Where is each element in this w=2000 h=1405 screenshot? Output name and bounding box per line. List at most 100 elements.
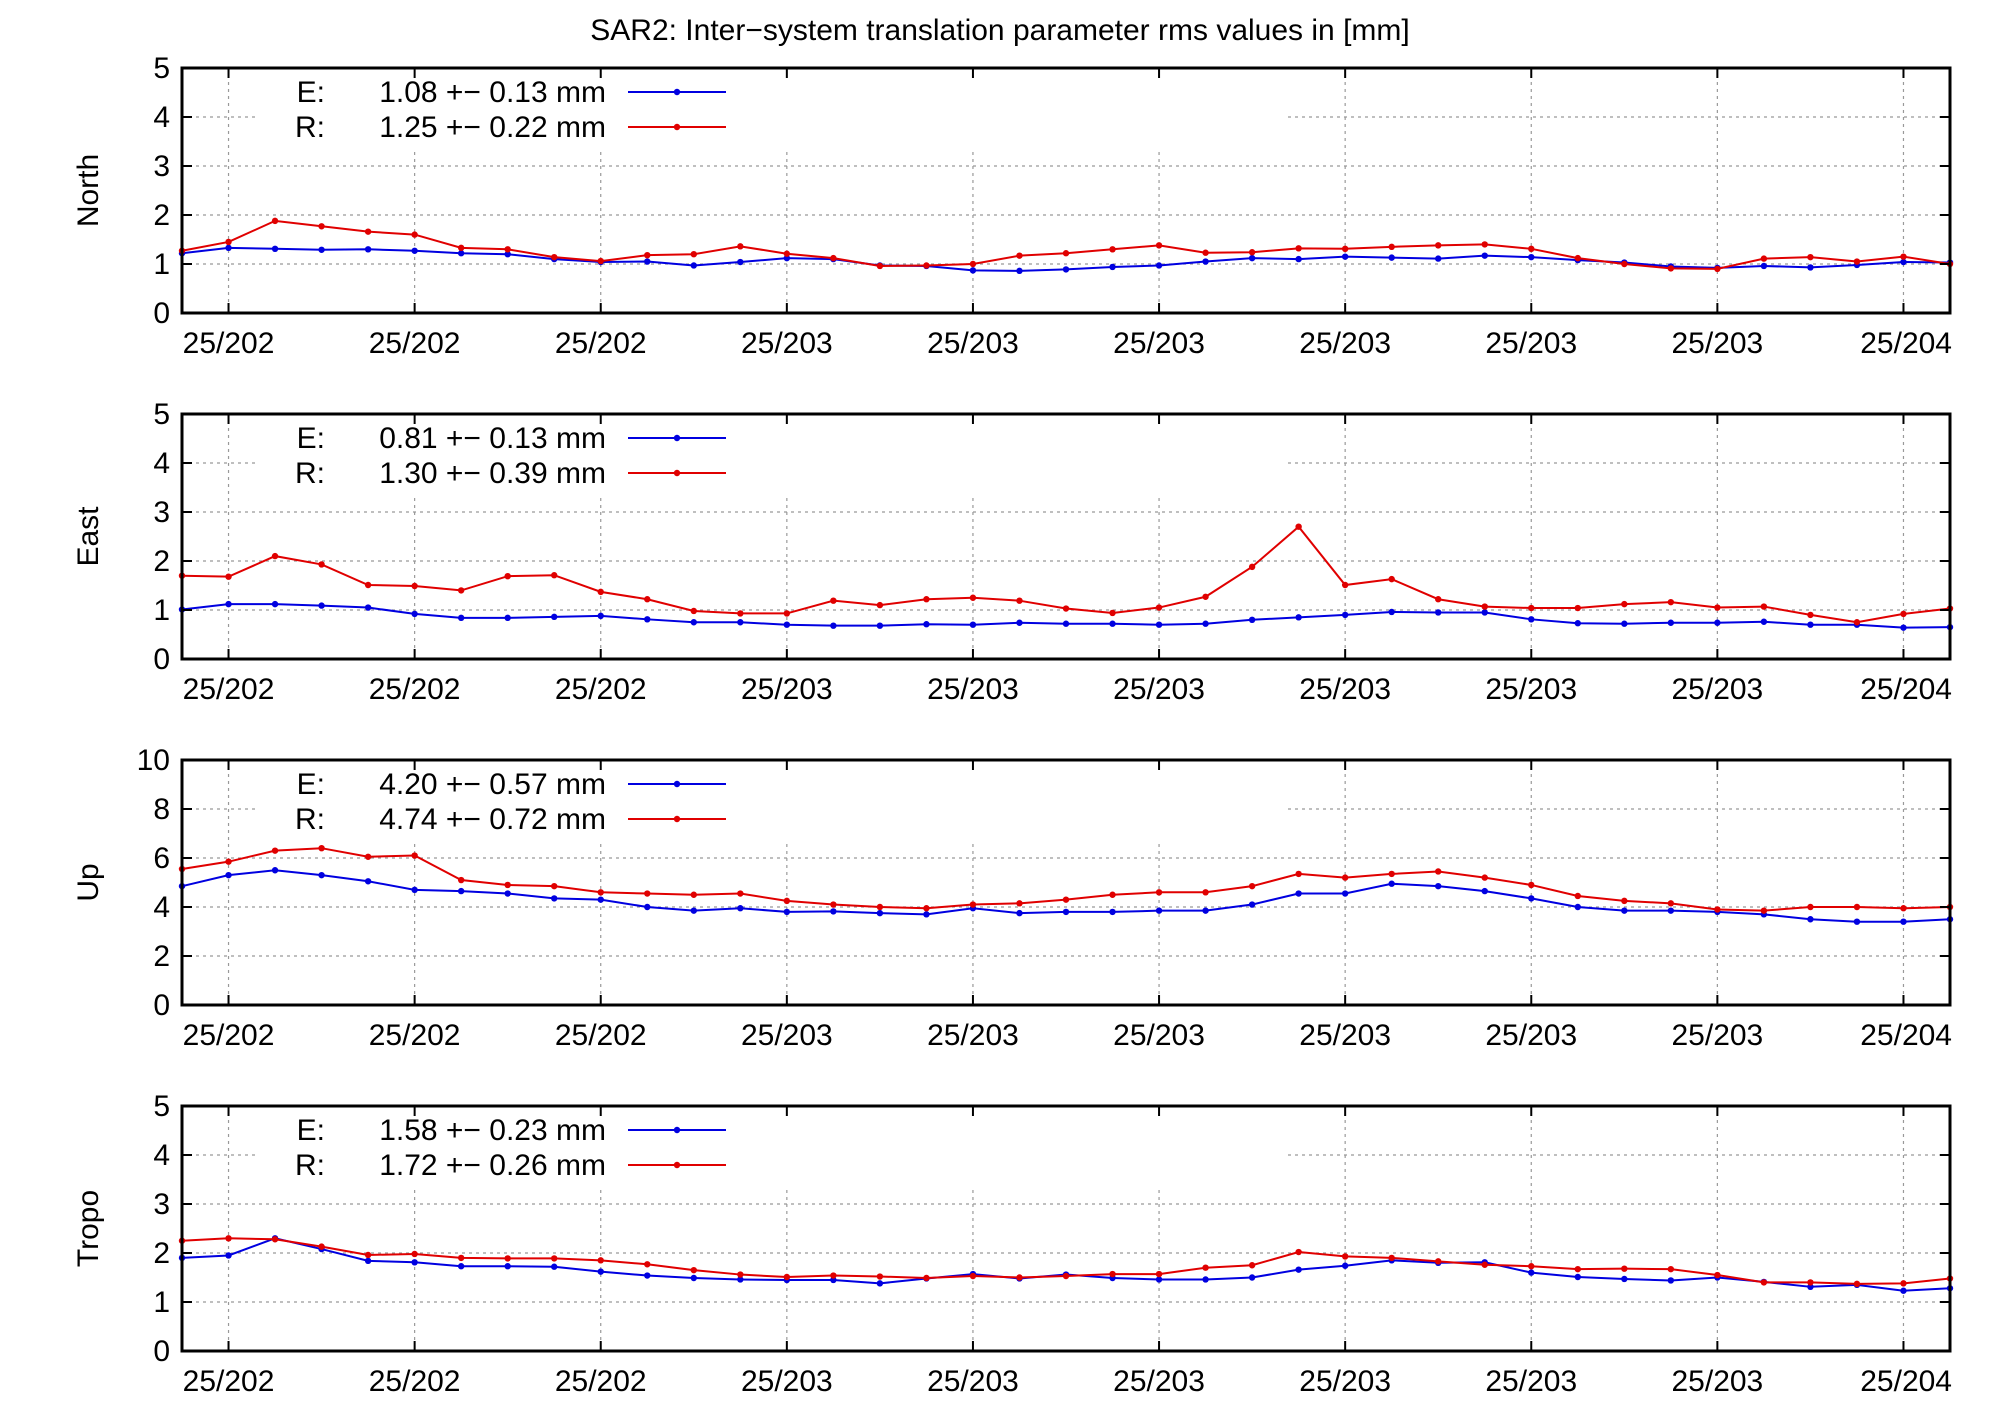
x-tick-label: 25/202 (183, 1019, 275, 1052)
data-point-R (504, 246, 511, 253)
axes-frame (180, 66, 1952, 315)
y-tick-label: 5 (153, 398, 170, 431)
x-tick-label: 25/202 (369, 673, 461, 706)
data-point-R (318, 561, 325, 568)
legend-key: R: (295, 457, 325, 490)
y-tick-label: 3 (153, 1188, 170, 1221)
data-point-R (271, 1236, 279, 1243)
y-tick-label: 0 (153, 989, 170, 1022)
x-tick-label: 25/203 (927, 673, 1019, 706)
data-point-E (1528, 1269, 1535, 1276)
data-point-R (1574, 1265, 1581, 1273)
data-point-E (271, 867, 279, 874)
data-point-E (1202, 258, 1209, 265)
data-point-E (1528, 253, 1535, 261)
data-point-E (1248, 1274, 1256, 1281)
data-point-R (1295, 245, 1302, 252)
data-point-R (457, 244, 465, 252)
data-point-R (969, 901, 977, 908)
data-point-R (1155, 604, 1163, 611)
y-tick-label: 1 (153, 594, 170, 627)
data-point-E (1621, 620, 1628, 627)
data-point-R (1341, 874, 1349, 881)
data-point-E (457, 887, 465, 895)
data-point-R (1202, 889, 1209, 896)
data-point-R (597, 889, 604, 896)
data-point-E (225, 600, 232, 608)
data-point-R (318, 223, 325, 230)
data-point-R (876, 1273, 884, 1280)
data-point-E (364, 1257, 372, 1265)
data-point-R (1388, 575, 1395, 583)
data-point-R (1574, 892, 1581, 900)
legend-marker-R (673, 123, 681, 131)
data-point-E (1667, 1277, 1675, 1284)
data-point-E (1481, 252, 1488, 259)
data-point-R (1481, 603, 1488, 610)
data-point-E (690, 1274, 697, 1282)
data-point-R (1435, 596, 1442, 603)
data-point-R (364, 581, 372, 589)
data-point-R (923, 262, 930, 269)
data-point-E (504, 890, 511, 897)
x-tick-label: 25/202 (369, 1019, 461, 1052)
x-tick-label: 25/204 (1860, 1019, 1952, 1052)
data-point-R (1528, 245, 1535, 253)
legend-background (255, 78, 1285, 148)
y-tick-label: 1 (153, 248, 170, 281)
data-point-R (225, 573, 232, 580)
data-point-R (1667, 900, 1675, 907)
data-point-E (1341, 890, 1349, 897)
data-point-E (225, 871, 232, 879)
data-point-R (1900, 253, 1907, 260)
x-tick-label: 25/203 (927, 327, 1019, 360)
data-point-R (923, 596, 930, 603)
data-point-R (1062, 1272, 1070, 1280)
data-point-R (1807, 253, 1814, 261)
data-point-R (1481, 1261, 1488, 1268)
panel-up: 0 2 4 6 8 10 25/202 25/202 25/202 25/203 25/203 25/… (72, 744, 1954, 1052)
data-point-R (1807, 903, 1814, 911)
data-point-R (504, 1255, 511, 1262)
data-point-R (1435, 868, 1442, 875)
data-point-R (225, 238, 232, 246)
data-point-R (1155, 242, 1163, 249)
data-point-E (1248, 616, 1256, 623)
x-tick-label: 25/203 (1299, 327, 1391, 360)
x-tick-label: 25/202 (183, 327, 275, 360)
data-point-R (1435, 1258, 1442, 1265)
data-point-R (1109, 891, 1116, 898)
data-point-R (364, 228, 372, 235)
data-point-R (1388, 870, 1395, 878)
data-point-R (1853, 619, 1861, 626)
data-point-R (504, 881, 511, 889)
data-point-E (1528, 616, 1535, 623)
data-point-R (225, 858, 232, 865)
data-point-E (830, 1276, 837, 1284)
data-point-E (1900, 258, 1907, 266)
data-point-R (1574, 254, 1581, 262)
y-tick-label: 3 (153, 150, 170, 183)
data-point-R (504, 572, 511, 580)
data-point-E (1341, 611, 1349, 619)
data-point-E (1295, 255, 1302, 263)
data-point-E (504, 251, 511, 258)
data-point-E (318, 246, 325, 253)
data-point-R (1062, 896, 1070, 903)
data-point-E (1388, 254, 1395, 261)
data-point-E (876, 1280, 884, 1287)
data-point-E (1062, 620, 1070, 627)
x-tick-label: 25/203 (741, 1365, 833, 1398)
data-point-E (1248, 901, 1256, 908)
legend-text: 4.20 +− 0.57 mm (379, 768, 606, 801)
x-tick-label: 25/202 (555, 673, 647, 706)
data-point-E (1202, 620, 1209, 627)
data-point-E (783, 621, 791, 628)
legend-marker-E (673, 1126, 681, 1134)
data-point-R (1155, 1270, 1163, 1278)
data-point-R (969, 594, 977, 601)
legend-marker-R (673, 469, 681, 477)
data-point-R (1435, 242, 1442, 249)
data-point-E (1621, 1275, 1628, 1283)
